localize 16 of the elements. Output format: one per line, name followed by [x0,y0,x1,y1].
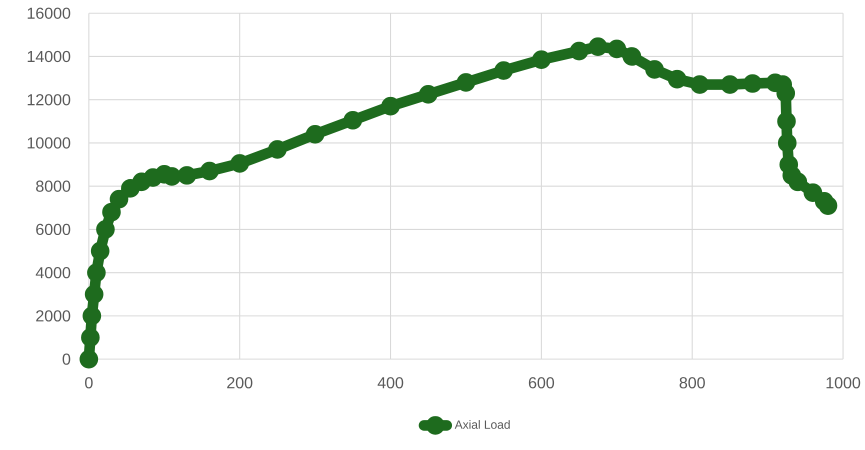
y-tick-label: 6000 [36,224,70,236]
y-tick-label: 10000 [28,137,70,149]
x-tick-label: 200 [227,377,252,388]
y-tick-label: 2000 [36,310,70,322]
y-tick-label: 4000 [36,267,70,278]
y-tick-label: 0 [62,354,70,365]
legend-label: Axial Load [454,420,510,429]
x-tick-label: 600 [528,377,554,388]
y-tick-label: 16000 [28,8,70,19]
y-tick-label: 8000 [36,180,70,192]
y-tick-label: 12000 [28,94,70,106]
x-tick-label: 0 [85,377,93,388]
x-tick-label: 400 [378,377,404,388]
x-tick-label: 800 [680,377,705,388]
x-tick-label: 1000 [826,377,860,388]
y-tick-label: 14000 [28,50,70,62]
